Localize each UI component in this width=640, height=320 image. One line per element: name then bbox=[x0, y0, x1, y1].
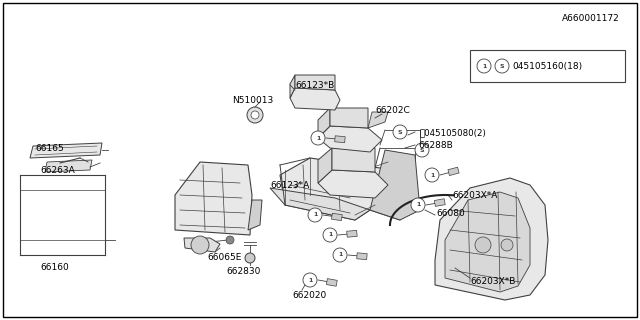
Text: A660001172: A660001172 bbox=[562, 13, 620, 22]
Circle shape bbox=[251, 111, 259, 119]
Circle shape bbox=[425, 168, 439, 182]
Polygon shape bbox=[330, 108, 368, 128]
Text: 1: 1 bbox=[482, 63, 486, 68]
Text: 1: 1 bbox=[308, 277, 312, 283]
Circle shape bbox=[323, 228, 337, 242]
Text: 66160: 66160 bbox=[40, 263, 68, 273]
Circle shape bbox=[226, 236, 234, 244]
Polygon shape bbox=[318, 148, 332, 183]
Text: 66288B: 66288B bbox=[418, 140, 452, 149]
Circle shape bbox=[247, 107, 263, 123]
Text: 1: 1 bbox=[338, 252, 342, 258]
Polygon shape bbox=[356, 253, 367, 260]
Circle shape bbox=[475, 237, 491, 253]
Polygon shape bbox=[445, 192, 530, 292]
Circle shape bbox=[501, 239, 513, 251]
Text: 66123*B: 66123*B bbox=[295, 81, 334, 90]
Circle shape bbox=[303, 273, 317, 287]
Text: 662020: 662020 bbox=[292, 292, 326, 300]
Text: 66165: 66165 bbox=[35, 143, 64, 153]
Text: S: S bbox=[397, 130, 403, 134]
Circle shape bbox=[393, 125, 407, 139]
Polygon shape bbox=[435, 199, 445, 206]
Text: S: S bbox=[420, 148, 424, 153]
Polygon shape bbox=[368, 112, 388, 128]
Polygon shape bbox=[290, 88, 340, 110]
Polygon shape bbox=[326, 279, 337, 286]
Circle shape bbox=[311, 131, 325, 145]
Text: 1: 1 bbox=[328, 233, 332, 237]
Polygon shape bbox=[280, 158, 400, 220]
Polygon shape bbox=[332, 213, 342, 220]
Text: 66080: 66080 bbox=[436, 209, 465, 218]
Polygon shape bbox=[318, 108, 330, 138]
Circle shape bbox=[415, 143, 429, 157]
Circle shape bbox=[333, 248, 347, 262]
Polygon shape bbox=[270, 188, 370, 220]
Text: 1: 1 bbox=[430, 172, 434, 178]
Text: N510013: N510013 bbox=[232, 95, 273, 105]
Circle shape bbox=[191, 236, 209, 254]
Text: 66203X*A: 66203X*A bbox=[452, 190, 497, 199]
Polygon shape bbox=[318, 126, 382, 152]
Circle shape bbox=[411, 198, 425, 212]
Polygon shape bbox=[45, 160, 92, 172]
Text: 66065E: 66065E bbox=[207, 253, 241, 262]
FancyBboxPatch shape bbox=[470, 50, 625, 82]
Polygon shape bbox=[335, 136, 345, 143]
Text: S: S bbox=[500, 63, 504, 68]
Text: 66123*A: 66123*A bbox=[270, 180, 309, 189]
Text: 662830: 662830 bbox=[226, 268, 260, 276]
Text: 1: 1 bbox=[316, 135, 320, 140]
Polygon shape bbox=[30, 143, 102, 158]
Circle shape bbox=[245, 253, 255, 263]
Circle shape bbox=[477, 59, 491, 73]
Text: 045105160(18): 045105160(18) bbox=[512, 61, 582, 70]
Polygon shape bbox=[175, 162, 252, 235]
Text: 66203X*B: 66203X*B bbox=[470, 277, 515, 286]
Polygon shape bbox=[347, 230, 357, 237]
Polygon shape bbox=[435, 178, 548, 300]
Polygon shape bbox=[370, 150, 420, 220]
Text: 1: 1 bbox=[313, 212, 317, 218]
Polygon shape bbox=[318, 170, 388, 198]
Polygon shape bbox=[295, 75, 335, 90]
Circle shape bbox=[308, 208, 322, 222]
Text: 1: 1 bbox=[416, 203, 420, 207]
Text: 66202C: 66202C bbox=[375, 106, 410, 115]
Polygon shape bbox=[448, 167, 459, 176]
Text: 66263A: 66263A bbox=[40, 165, 75, 174]
Polygon shape bbox=[184, 238, 220, 252]
Circle shape bbox=[495, 59, 509, 73]
Polygon shape bbox=[290, 75, 295, 98]
Polygon shape bbox=[332, 148, 375, 172]
Polygon shape bbox=[248, 200, 262, 230]
Text: Ⓢ045105080(2): Ⓢ045105080(2) bbox=[420, 129, 487, 138]
